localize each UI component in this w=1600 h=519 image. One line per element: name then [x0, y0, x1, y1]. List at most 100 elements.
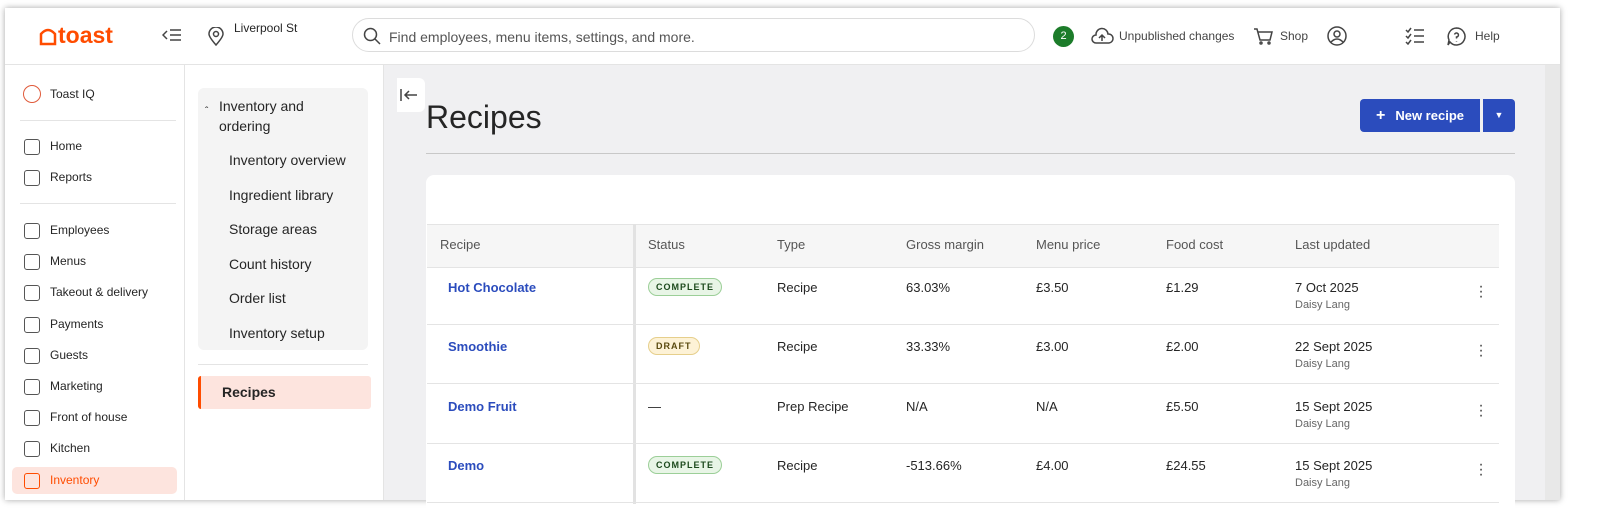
updated-by: Daisy Lang [1295, 417, 1351, 430]
nav-icon [24, 347, 40, 364]
tasks-icon[interactable] [1405, 27, 1425, 45]
location[interactable]: Liverpool St [234, 21, 298, 35]
nav-item[interactable]: Guests [50, 347, 89, 362]
collapse-icon [400, 89, 417, 101]
logo: toast [58, 22, 113, 48]
sidebar-separator [20, 120, 176, 121]
page-title: Recipes [426, 99, 542, 135]
status: — [648, 398, 661, 414]
toast-iq[interactable]: Toast IQ [50, 87, 95, 101]
column-header: Menu price [1036, 237, 1101, 252]
search-box[interactable] [352, 18, 1035, 52]
sticky-divider [633, 224, 636, 504]
nav-item[interactable]: Home [50, 139, 83, 153]
food-cost: £2.00 [1166, 339, 1199, 355]
recipe-name[interactable]: Smoothie [448, 339, 508, 355]
new-recipe-button[interactable]: + New recipe [1360, 99, 1480, 132]
column-header: Last updated [1295, 237, 1371, 252]
nav-icon [24, 170, 40, 187]
nav-icon [24, 441, 40, 458]
subnav-item[interactable]: Ingredient library [229, 186, 334, 203]
subnav-item[interactable]: Count history [229, 255, 312, 272]
unpublished-changes[interactable]: Unpublished changes [1119, 29, 1235, 43]
subnav-item[interactable]: Order list [229, 290, 286, 307]
menu-price: £3.00 [1036, 339, 1069, 355]
row-divider [427, 501, 1499, 503]
row-divider [427, 383, 1499, 385]
top-bar [5, 8, 1560, 65]
updated-by: Daisy Lang [1295, 299, 1351, 311]
nav-item[interactable]: Marketing [50, 379, 103, 393]
logo-icon [39, 28, 57, 46]
last-updated: 15 Sept 2025 [1295, 457, 1373, 473]
chevron: ˆ [205, 106, 209, 117]
sidebar-separator [20, 203, 176, 204]
recipe-name[interactable]: Demo [448, 457, 485, 473]
status-badge: COMPLETE [648, 278, 723, 296]
type: Prep Recipe [777, 398, 849, 414]
new-recipe-dropdown[interactable]: ▼ [1483, 99, 1515, 132]
subnav-group[interactable]: Inventory and ordering [219, 98, 304, 134]
recipe-name[interactable]: Demo Fruit [448, 398, 517, 414]
subnav-separator [198, 364, 368, 365]
title-rule [426, 153, 1515, 154]
nav-item[interactable]: Employees [50, 223, 110, 237]
type: Recipe [777, 280, 818, 295]
row-divider [427, 442, 1499, 444]
plus: + [1376, 107, 1386, 124]
nav-item[interactable]: Takeout & delivery [50, 285, 149, 300]
last-updated: 7 Oct 2025 [1295, 280, 1359, 295]
nav-icon [24, 379, 40, 395]
nav-item[interactable]: Menus [50, 254, 87, 269]
cloud-icon [1091, 27, 1114, 44]
food-cost: £5.50 [1166, 398, 1199, 414]
gross-margin: 33.33% [906, 339, 951, 355]
help[interactable]: Help [1475, 29, 1500, 43]
new-recipe-label: New recipe [1395, 108, 1464, 123]
shop[interactable]: Shop [1280, 29, 1309, 43]
nav-item[interactable]: Inventory [50, 472, 100, 487]
nav-icon [24, 254, 40, 271]
row-menu[interactable]: · · · [1478, 455, 1484, 483]
column-header: Type [777, 237, 806, 252]
type: Recipe [777, 339, 818, 355]
subnav-active-item[interactable]: Recipes [198, 376, 371, 409]
nav-item[interactable]: Reports [50, 170, 93, 185]
nav-item[interactable]: Payments [50, 316, 104, 331]
search-placeholder: Find employees, menu items, settings, an… [389, 29, 695, 45]
menu-price: N/A [1036, 398, 1058, 414]
last-updated: 15 Sept 2025 [1295, 398, 1373, 414]
food-cost: £1.29 [1166, 280, 1199, 295]
row-divider [427, 324, 1499, 325]
subnav-item[interactable]: Storage areas [229, 221, 317, 238]
column-header: Gross margin [906, 237, 985, 252]
status-badge: DRAFT [648, 337, 700, 356]
nav-item[interactable]: Kitchen [50, 441, 91, 456]
subnav-item[interactable]: Inventory setup [229, 325, 325, 341]
column-header: Status [648, 237, 685, 252]
row-menu[interactable]: · · · [1478, 337, 1484, 365]
last-updated: 22 Sept 2025 [1295, 339, 1373, 355]
type: Recipe [777, 457, 818, 473]
table-header [427, 224, 1499, 268]
nav-item[interactable]: Front of house [50, 410, 128, 425]
nav-icon [24, 285, 40, 302]
row-menu[interactable]: · · · [1478, 278, 1484, 305]
search-icon [363, 27, 381, 45]
notification-badge[interactable]: 2 [1053, 26, 1074, 47]
gross-margin: N/A [906, 398, 928, 414]
sidebar [5, 65, 185, 500]
subnav-group-box [198, 88, 368, 350]
subnav-item[interactable]: Inventory overview [229, 152, 346, 168]
gross-margin: 63.03% [906, 280, 951, 295]
menu-price: £3.50 [1036, 280, 1069, 295]
nav-icon [24, 410, 40, 427]
recipe-name[interactable]: Hot Chocolate [448, 280, 537, 295]
collapse-menu[interactable] [162, 28, 182, 44]
account-icon[interactable] [1327, 26, 1347, 46]
status-badge: COMPLETE [648, 455, 723, 474]
row-menu[interactable]: · · · [1478, 396, 1484, 424]
location-icon [208, 27, 224, 47]
column-header: Food cost [1166, 237, 1224, 252]
